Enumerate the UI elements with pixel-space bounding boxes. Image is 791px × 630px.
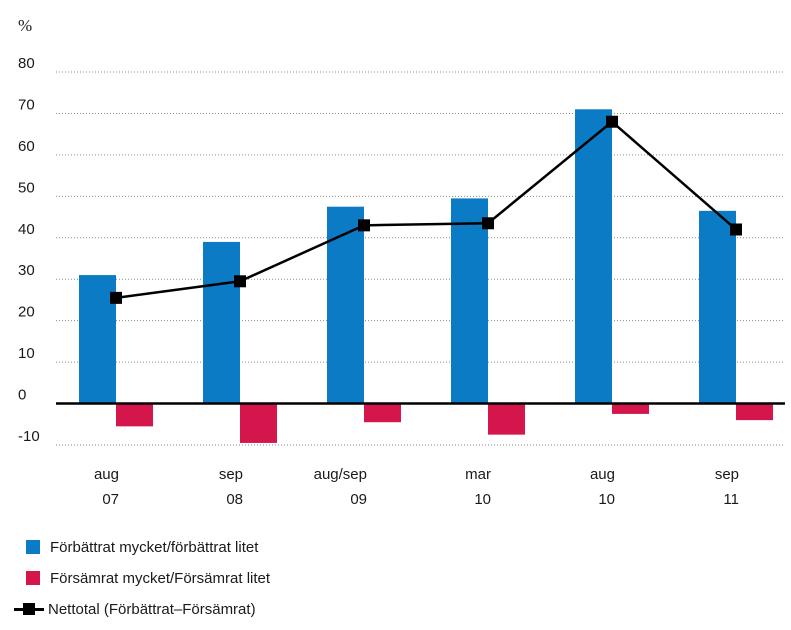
bar-improved <box>79 275 116 404</box>
y-unit-label: % <box>18 16 32 35</box>
chart: % -10 0 10 20 30 40 50 60 70 80 aug 07 sep 08 aug/sep… <box>18 16 785 508</box>
net-marker <box>358 219 370 232</box>
bar-improved <box>203 241 240 404</box>
y-tick-label: 20 <box>18 304 35 321</box>
bar-worsened <box>488 403 525 435</box>
y-tick-label: 50 <box>18 179 35 196</box>
x-tick-label: 09 <box>350 491 367 508</box>
bar-worsened <box>736 403 773 421</box>
x-axis-labels: aug 07 sep 08 aug/sep 09 mar 10 aug 10 sep 11 <box>94 466 739 508</box>
net-marker <box>606 115 618 128</box>
y-tick-label: 10 <box>18 345 35 362</box>
net-marker <box>110 291 122 304</box>
x-tick-label: aug <box>590 466 615 483</box>
x-tick-label: sep <box>715 466 739 483</box>
legend-item-worsened: Försämrat mycket/Försämrat litet <box>14 568 270 588</box>
y-tick-label: 30 <box>18 262 35 279</box>
x-tick-label: aug/sep <box>314 466 367 483</box>
bar-worsened <box>612 403 649 414</box>
bar-worsened <box>364 403 401 423</box>
legend-label-worsened: Försämrat mycket/Försämrat litet <box>50 569 271 587</box>
bar-worsened <box>116 403 153 427</box>
x-tick-label: sep <box>219 466 243 483</box>
y-tick-label: 0 <box>18 387 26 404</box>
y-tick-label: 40 <box>18 221 35 238</box>
x-tick-label: aug <box>94 466 119 483</box>
x-tick-label: 11 <box>723 491 739 508</box>
gridlines <box>56 71 785 446</box>
legend-item-improved: Förbättrat mycket/förbättrat litet <box>14 537 270 557</box>
x-tick-label: 07 <box>102 491 119 508</box>
y-tick-label: 80 <box>18 55 35 72</box>
x-tick-label: 10 <box>474 491 491 508</box>
net-marker <box>482 217 494 230</box>
y-tick-label: 60 <box>18 138 35 155</box>
legend-label-net: Nettotal (Förbättrat–Försämrat) <box>48 600 256 618</box>
bar-worsened <box>240 403 277 443</box>
y-tick-label: -10 <box>18 428 40 445</box>
net-marker <box>730 223 742 236</box>
legend-label-improved: Förbättrat mycket/förbättrat litet <box>50 538 259 556</box>
bar-improved <box>327 206 364 404</box>
legend-swatch-improved <box>26 540 40 554</box>
net-marker <box>234 275 246 288</box>
x-tick-label: mar <box>465 466 491 483</box>
y-tick-label: 70 <box>18 96 35 113</box>
bar-improved <box>699 210 736 404</box>
bars <box>79 109 773 443</box>
net-line <box>110 115 742 304</box>
legend-swatch-worsened <box>26 571 40 585</box>
legend: Förbättrat mycket/förbättrat litet Försä… <box>14 537 270 630</box>
y-axis-labels: -10 0 10 20 30 40 50 60 70 80 <box>18 55 40 445</box>
bar-improved <box>451 198 488 404</box>
net-line-path <box>115 120 737 300</box>
legend-item-net: Nettotal (Förbättrat–Försämrat) <box>14 599 270 619</box>
x-tick-label: 10 <box>598 491 615 508</box>
bar-improved <box>575 109 612 404</box>
x-tick-label: 08 <box>226 491 243 508</box>
legend-swatch-net <box>14 602 44 616</box>
